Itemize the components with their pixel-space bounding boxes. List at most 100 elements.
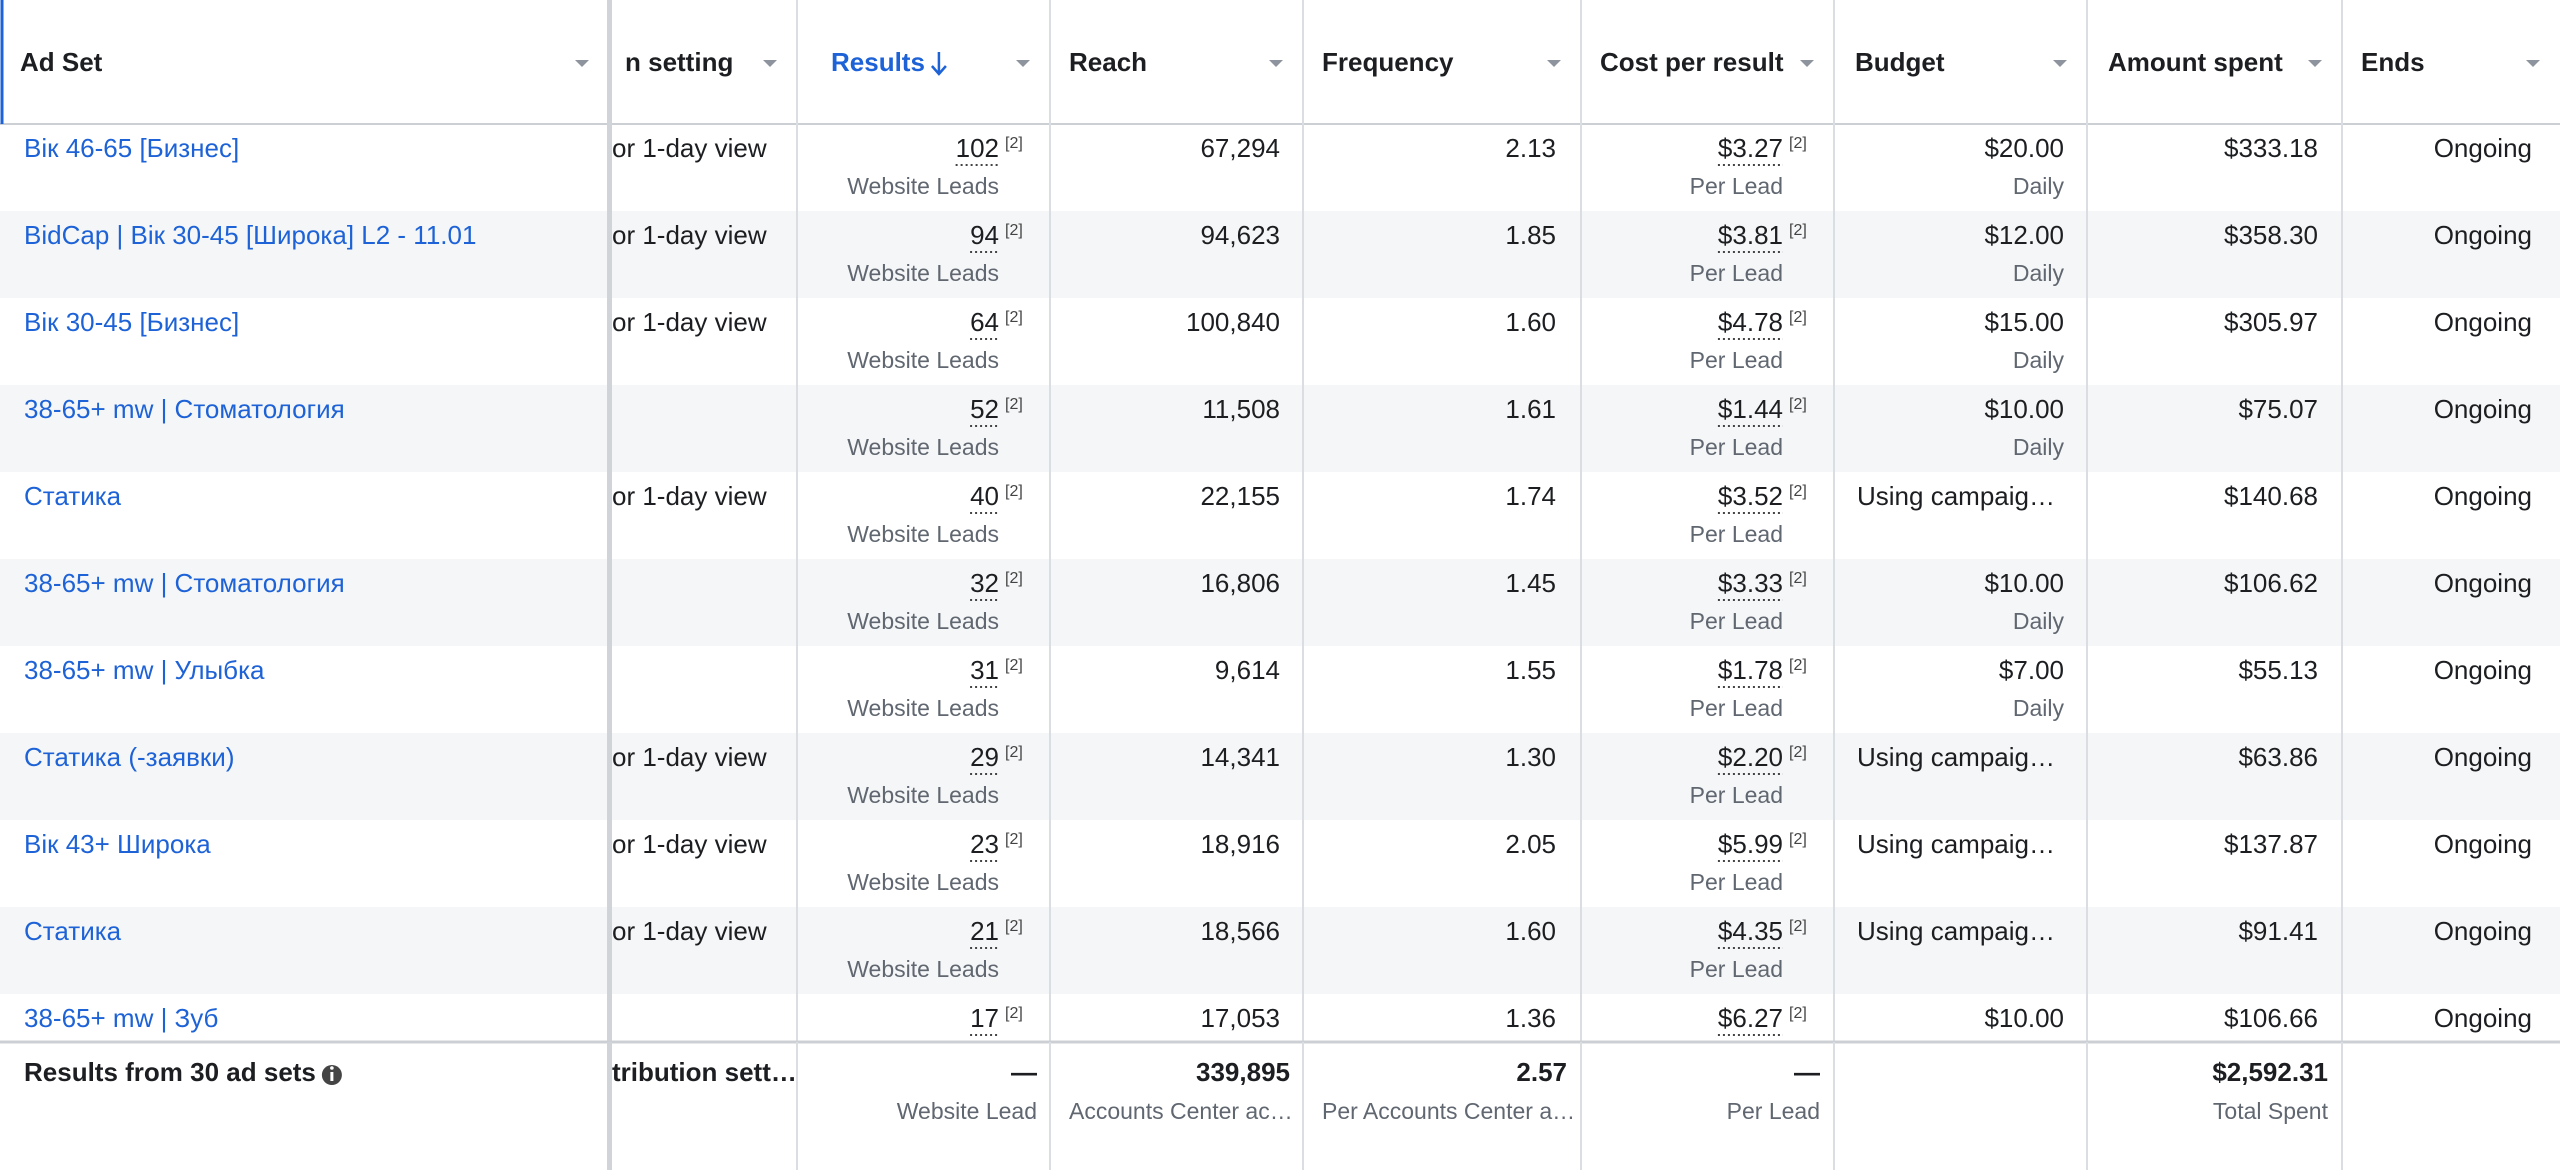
cell-text: 52 xyxy=(970,394,999,424)
cell-text[interactable]: Вік 46-65 [Бизнес] xyxy=(24,133,239,163)
cell-text: 31 xyxy=(970,655,999,685)
footnote[interactable]: [2] xyxy=(1005,570,1023,587)
footer-text: 2.57 xyxy=(1516,1057,1567,1087)
cell-text[interactable]: 38-65+ mw | Зуб xyxy=(24,1003,218,1033)
column-menu[interactable] xyxy=(1269,60,1283,67)
cell-text: 1.85 xyxy=(1505,220,1556,250)
footer-subtext: Per Lead xyxy=(1727,1098,1820,1124)
column-menu[interactable] xyxy=(2308,60,2322,67)
cell-text: $1.78 xyxy=(1718,655,1783,685)
column-menu[interactable] xyxy=(763,60,777,67)
cell-text: 1.45 xyxy=(1505,568,1556,598)
column-header[interactable]: Ad Set xyxy=(20,47,103,77)
cell-subtext: Daily xyxy=(2013,695,2065,721)
column-header[interactable]: Budget xyxy=(1855,47,1945,77)
footnote[interactable]: [2] xyxy=(1789,396,1807,413)
footnote[interactable]: [2] xyxy=(1789,483,1807,500)
column-menu[interactable] xyxy=(575,60,589,67)
footnote[interactable]: [2] xyxy=(1005,744,1023,761)
cell-subtext: Website Leads xyxy=(847,173,999,199)
cell-text[interactable]: 38-65+ mw | Стоматология xyxy=(24,394,345,424)
cell-text: $20.00 xyxy=(1984,133,2064,163)
cell-text[interactable]: BidCap | Вік 30-45 [Широка] L2 - 11.01 xyxy=(24,220,476,250)
footnote[interactable]: [2] xyxy=(1005,396,1023,413)
footnote[interactable]: [2] xyxy=(1789,309,1807,326)
column-menu[interactable] xyxy=(2053,60,2067,67)
cell-text[interactable]: Статика (-заявки) xyxy=(24,742,235,772)
column-header[interactable]: Reach xyxy=(1069,47,1147,77)
column-header[interactable]: Frequency xyxy=(1322,47,1454,77)
cell-text: $7.00 xyxy=(1999,655,2064,685)
cell-text: 18,916 xyxy=(1200,829,1280,859)
cell-text[interactable]: 38-65+ mw | Улыбка xyxy=(24,655,265,685)
cell-text[interactable]: Статика xyxy=(24,916,122,946)
cell-text: Using campaig… xyxy=(1857,916,2055,946)
cell-subtext: Daily xyxy=(2013,608,2065,634)
column-menu[interactable] xyxy=(1800,60,1814,67)
cell-subtext: Daily xyxy=(2013,173,2065,199)
footer-text: 339,895 xyxy=(1196,1057,1290,1087)
cell-text: or 1-day view xyxy=(612,481,767,511)
cell-text[interactable]: Вік 30-45 [Бизнес] xyxy=(24,307,239,337)
footnote[interactable]: [2] xyxy=(1789,222,1807,239)
footnote[interactable]: [2] xyxy=(1789,570,1807,587)
cell-text[interactable]: 38-65+ mw | Стоматология xyxy=(24,568,345,598)
column-menu[interactable] xyxy=(2526,60,2540,67)
footnote[interactable]: [2] xyxy=(1005,222,1023,239)
footnote[interactable]: [2] xyxy=(1789,831,1807,848)
column-menu[interactable] xyxy=(1016,60,1030,67)
cell-text: $3.27 xyxy=(1718,133,1783,163)
footnote[interactable]: [2] xyxy=(1789,744,1807,761)
cell-text: Ongoing xyxy=(2434,829,2532,859)
column-header[interactable]: Amount spent xyxy=(2108,47,2283,77)
cell-text: $2.20 xyxy=(1718,742,1783,772)
cell-subtext: Per Lead xyxy=(1690,782,1783,808)
cell-text: $15.00 xyxy=(1984,307,2064,337)
cell-subtext: Per Lead xyxy=(1690,521,1783,547)
cell-subtext: Website Leads xyxy=(847,434,999,460)
cell-text: Ongoing xyxy=(2434,655,2532,685)
column-header[interactable]: Results xyxy=(831,47,925,77)
cell-subtext: Website Leads xyxy=(847,695,999,721)
footnote[interactable]: [2] xyxy=(1005,918,1023,935)
footer-subtext: Total Spent xyxy=(2213,1098,2329,1124)
cell-text[interactable]: Вік 43+ Широка xyxy=(24,829,211,859)
column-header[interactable]: Cost per result xyxy=(1600,47,1784,77)
footnote[interactable]: [2] xyxy=(1789,918,1807,935)
column-menu[interactable] xyxy=(1547,60,1561,67)
footnote[interactable]: [2] xyxy=(1789,135,1807,152)
footnote[interactable]: [2] xyxy=(1005,657,1023,674)
footnote[interactable]: [2] xyxy=(1789,657,1807,674)
cell-text[interactable]: Статика xyxy=(24,481,122,511)
cell-text: Ongoing xyxy=(2434,568,2532,598)
cell-text: Using campaig… xyxy=(1857,481,2055,511)
cell-text: $10.00 xyxy=(1984,568,2064,598)
footnote[interactable]: [2] xyxy=(1005,483,1023,500)
footnote[interactable]: [2] xyxy=(1789,1005,1807,1022)
cell-text: $137.87 xyxy=(2224,829,2318,859)
cell-text: $358.30 xyxy=(2224,220,2318,250)
column-header[interactable]: Ends xyxy=(2361,47,2425,77)
cell-text: 67,294 xyxy=(1200,133,1280,163)
footnote[interactable]: [2] xyxy=(1005,831,1023,848)
cell-text: $63.86 xyxy=(2238,742,2318,772)
cell-text: $333.18 xyxy=(2224,133,2318,163)
footnote[interactable]: [2] xyxy=(1005,309,1023,326)
cell-text: $106.66 xyxy=(2224,1003,2318,1033)
cell-text: Ongoing xyxy=(2434,742,2532,772)
cell-subtext: Per Lead xyxy=(1690,173,1783,199)
cell-text: 17,053 xyxy=(1200,1003,1280,1033)
cell-text: Ongoing xyxy=(2434,1003,2532,1033)
column-header[interactable]: n setting xyxy=(625,47,733,77)
grid xyxy=(607,0,2343,1170)
cell-text: $55.13 xyxy=(2238,655,2318,685)
cell-text: 18,566 xyxy=(1200,916,1280,946)
footnote[interactable]: [2] xyxy=(1005,1005,1023,1022)
cell-text: or 1-day view xyxy=(612,220,767,250)
cell-text: or 1-day view xyxy=(612,307,767,337)
info-icon-bar xyxy=(330,1072,334,1081)
cell-text: $106.62 xyxy=(2224,568,2318,598)
cell-text: $3.33 xyxy=(1718,568,1783,598)
footnote[interactable]: [2] xyxy=(1005,135,1023,152)
